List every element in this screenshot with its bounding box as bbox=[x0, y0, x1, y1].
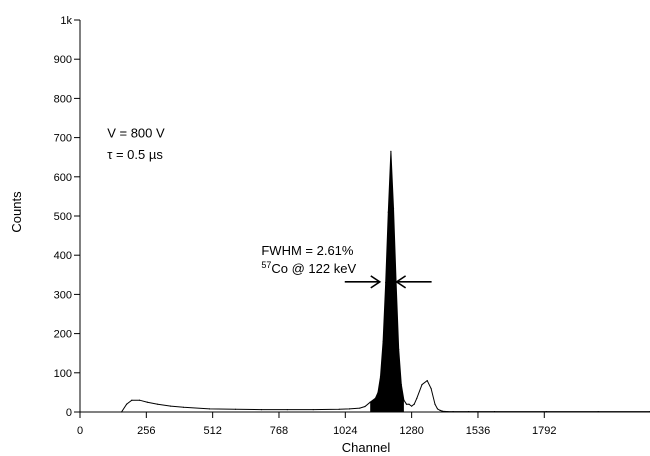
photopeak-shaded-region bbox=[370, 151, 404, 413]
data-point bbox=[403, 399, 405, 401]
y-tick-label: 100 bbox=[54, 368, 72, 380]
data-point bbox=[447, 411, 449, 413]
data-point bbox=[387, 211, 389, 213]
data-point bbox=[338, 408, 340, 410]
data-point bbox=[139, 399, 141, 401]
data-point bbox=[312, 409, 314, 411]
data-point bbox=[146, 401, 148, 403]
annotations-layer: V = 800 V τ = 0.5 µs FWHM = 2.61% 57Co @ 12… bbox=[107, 126, 432, 289]
data-point bbox=[208, 408, 211, 410]
data-point bbox=[468, 411, 470, 413]
data-point bbox=[377, 391, 379, 393]
data-point bbox=[359, 407, 361, 409]
data-point bbox=[405, 403, 408, 405]
data-point bbox=[398, 348, 400, 350]
data-point bbox=[452, 411, 454, 413]
data-point bbox=[545, 411, 548, 413]
x-tick-label: 1024 bbox=[333, 425, 357, 437]
series-layer bbox=[79, 150, 650, 413]
data-point bbox=[597, 411, 599, 413]
x-tick-label: 256 bbox=[137, 425, 155, 437]
y-tick-label: 800 bbox=[54, 93, 72, 105]
data-point bbox=[385, 282, 387, 284]
data-point bbox=[439, 409, 441, 411]
data-point bbox=[442, 410, 444, 412]
x-tick-label: 1536 bbox=[466, 425, 490, 437]
y-tick-label: 900 bbox=[54, 54, 72, 66]
y-axis-title: Counts bbox=[9, 191, 24, 233]
data-point bbox=[421, 384, 423, 386]
annotation-text-main: Co @ 122 keV bbox=[271, 261, 356, 276]
data-point bbox=[400, 384, 402, 386]
data-point bbox=[364, 405, 366, 408]
x-tick-label: 512 bbox=[203, 425, 221, 437]
y-tick-label: 500 bbox=[54, 211, 72, 223]
y-tick-label: 400 bbox=[54, 250, 72, 262]
data-point bbox=[369, 401, 371, 403]
y-tick-label: 200 bbox=[54, 329, 72, 341]
data-point bbox=[170, 405, 172, 407]
data-point bbox=[79, 411, 81, 413]
y-tick-label: 700 bbox=[54, 133, 72, 145]
data-point bbox=[436, 408, 439, 410]
annotation-text: V = 800 V bbox=[107, 126, 165, 141]
data-point bbox=[120, 411, 123, 413]
axes: 0 100 200 300 400 500 600 700 800 900 1k 0 256 512 768… bbox=[54, 15, 650, 437]
y-tick-label: 0 bbox=[66, 407, 72, 419]
data-point bbox=[183, 406, 185, 408]
annotation-text: FWHM = 2.61% bbox=[261, 243, 354, 258]
fwhm-left-arrow-head bbox=[370, 275, 382, 289]
x-tick-label: 1792 bbox=[532, 425, 556, 437]
x-tick-label: 0 bbox=[77, 425, 83, 437]
data-point bbox=[131, 399, 133, 401]
data-point bbox=[379, 376, 382, 378]
data-point bbox=[374, 397, 376, 399]
data-point bbox=[348, 408, 351, 410]
data-point bbox=[126, 403, 128, 405]
data-point bbox=[430, 387, 432, 390]
data-point bbox=[426, 380, 428, 382]
data-point bbox=[413, 403, 415, 405]
x-tick-label: 1280 bbox=[399, 425, 423, 437]
data-point bbox=[493, 411, 496, 413]
data-point bbox=[260, 409, 262, 411]
data-point bbox=[234, 408, 237, 410]
x-tick-label: 768 bbox=[270, 425, 288, 437]
annotation-text: τ = 0.5 µs bbox=[107, 147, 163, 162]
data-point bbox=[157, 403, 159, 405]
x-axis-title: Channel bbox=[342, 440, 391, 455]
annotation-text: 57Co @ 122 keV bbox=[261, 260, 356, 276]
data-point bbox=[392, 207, 395, 209]
data-point bbox=[382, 340, 384, 342]
y-tick-label: 600 bbox=[54, 172, 72, 184]
data-point bbox=[408, 403, 410, 405]
fwhm-right-arrow-head bbox=[395, 275, 407, 289]
data-point bbox=[411, 405, 413, 407]
isotope-mass-number: 57 bbox=[261, 260, 271, 270]
y-tick-label: 300 bbox=[54, 289, 72, 301]
y-tick-label: 1k bbox=[60, 15, 72, 27]
data-point bbox=[416, 397, 418, 399]
data-point bbox=[390, 150, 392, 152]
data-point bbox=[286, 409, 288, 411]
data-point bbox=[434, 403, 436, 405]
